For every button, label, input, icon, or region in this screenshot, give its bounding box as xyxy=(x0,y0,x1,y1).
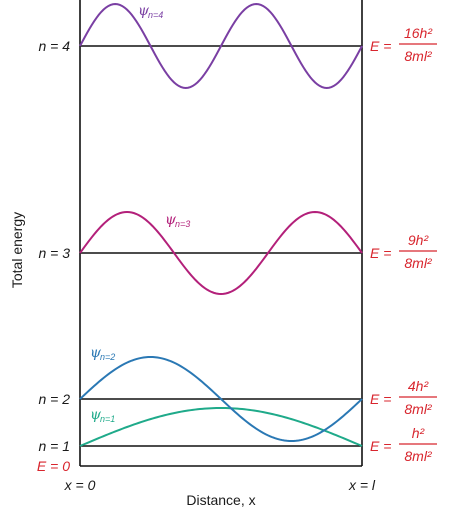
energy-formula-n3: E = 9h² 8ml² xyxy=(370,232,437,271)
energy-denominator-n4: 8ml² xyxy=(404,48,433,64)
energy-numerator-n4: 16h² xyxy=(404,25,433,41)
psi-label-n3: ψ n=3 xyxy=(165,212,190,229)
energy-prefix-n3: E = xyxy=(370,245,391,261)
psi-symbol-n1: ψ xyxy=(90,407,102,423)
wavefunction-n4 xyxy=(79,2,363,90)
energy-denominator-n3: 8ml² xyxy=(404,255,433,271)
wavefunction-n3 xyxy=(79,210,363,296)
energy-numerator-n3: 9h² xyxy=(408,232,430,248)
energy-denominator-n1: 8ml² xyxy=(404,448,433,464)
x-end-label: x = l xyxy=(348,477,376,493)
psi-symbol-n4: ψ xyxy=(138,3,150,19)
psi-symbol-n3: ψ xyxy=(165,212,177,228)
y-axis-label: Total energy xyxy=(9,212,25,288)
energy-prefix-n1: E = xyxy=(370,438,391,454)
level-label-n4: n = 4 xyxy=(38,38,70,54)
energy-formula-n1: E = h² 8ml² xyxy=(370,425,437,464)
ground-energy-label: E = 0 xyxy=(37,458,70,474)
level-label-n3: n = 3 xyxy=(38,245,70,261)
psi-symbol-n2: ψ xyxy=(90,345,102,361)
energy-prefix-n4: E = xyxy=(370,38,391,54)
x-axis-label: Distance, x xyxy=(186,492,255,508)
energy-formula-n4: E = 16h² 8ml² xyxy=(370,25,437,64)
energy-numerator-n2: 4h² xyxy=(408,378,430,394)
energy-prefix-n2: E = xyxy=(370,391,391,407)
energy-denominator-n2: 8ml² xyxy=(404,401,433,417)
psi-label-n2: ψ n=2 xyxy=(90,345,115,362)
psi-label-n4: ψ n=4 xyxy=(138,3,163,20)
energy-numerator-n1: h² xyxy=(412,425,426,441)
energy-formula-n2: E = 4h² 8ml² xyxy=(370,378,437,417)
wavefunction-n1 xyxy=(79,406,363,447)
psi-subscript-n2: n=2 xyxy=(100,352,115,362)
wavefunction-n2 xyxy=(79,355,363,443)
psi-subscript-n1: n=1 xyxy=(100,414,115,424)
psi-subscript-n3: n=3 xyxy=(175,219,190,229)
x-start-label: x = 0 xyxy=(64,477,96,493)
psi-label-n1: ψ n=1 xyxy=(90,407,115,424)
level-label-n1: n = 1 xyxy=(38,438,70,454)
psi-subscript-n4: n=4 xyxy=(148,10,163,20)
level-label-n2: n = 2 xyxy=(38,391,70,407)
